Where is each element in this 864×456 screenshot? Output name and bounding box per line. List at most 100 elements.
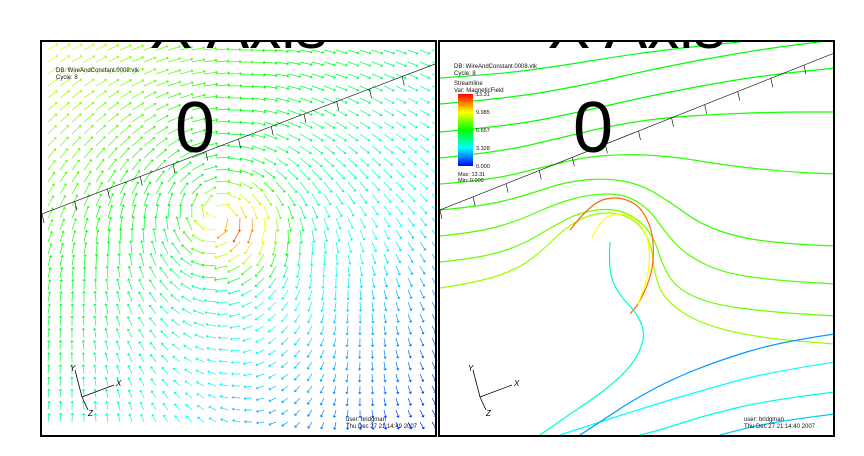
vector-glyph	[419, 85, 431, 92]
vector-glyph	[407, 193, 416, 203]
vector-glyph	[294, 349, 301, 358]
vector-glyph	[215, 202, 231, 207]
vector-glyph	[104, 352, 109, 363]
vector-glyph	[357, 361, 362, 371]
streamline	[440, 178, 833, 247]
vector-glyph	[294, 409, 301, 416]
vector-glyph	[83, 136, 94, 147]
vector-plot-viewport[interactable]: X Axis 0 DB: WireAndConstant.0008.vtk Cy…	[40, 40, 437, 437]
vector-glyph	[419, 373, 425, 383]
vector-glyph	[119, 215, 124, 231]
x-axis-tick	[336, 101, 340, 111]
vector-glyph	[323, 61, 336, 67]
vector-glyph	[218, 359, 229, 364]
vector-glyph	[131, 56, 145, 63]
vector-glyph	[167, 115, 181, 123]
vector-glyph	[383, 157, 393, 166]
vector-glyph	[119, 136, 131, 147]
vector-glyph	[395, 373, 400, 383]
vector-glyph	[323, 157, 335, 167]
vector-glyph	[239, 157, 254, 163]
vector-glyph	[95, 229, 100, 243]
vector-glyph	[294, 289, 301, 301]
vector-glyph	[95, 101, 107, 111]
vector-glyph	[419, 361, 425, 371]
vector-glyph	[70, 352, 74, 363]
vector-glyph	[186, 415, 193, 423]
vector-glyph	[196, 393, 205, 399]
vector-glyph	[128, 252, 133, 267]
vector-glyph	[255, 361, 265, 367]
vector-glyph	[383, 349, 387, 359]
vector-glyph	[190, 260, 205, 267]
vector-glyph	[83, 159, 93, 171]
triad-y-label: Y	[70, 364, 76, 373]
vector-glyph	[167, 45, 181, 51]
vector-glyph	[138, 304, 145, 315]
vector-glyph	[47, 171, 56, 183]
vector-glyph	[319, 337, 325, 347]
vector-glyph	[395, 409, 400, 418]
vector-glyph	[83, 241, 88, 255]
vector-glyph	[181, 295, 193, 303]
vector-glyph	[131, 102, 145, 111]
axis-triad	[74, 369, 115, 411]
vector-glyph	[179, 127, 194, 135]
vector-glyph	[275, 193, 284, 207]
vector-glyph	[217, 335, 229, 340]
vector-glyph	[256, 421, 265, 425]
vector-glyph	[203, 94, 219, 99]
vector-glyph	[359, 157, 370, 167]
vector-glyph	[345, 397, 349, 407]
vector-glyph	[359, 265, 364, 277]
vector-glyph	[59, 254, 64, 267]
vector-glyph	[407, 133, 418, 141]
vector-glyph	[347, 157, 358, 167]
streamline	[440, 193, 833, 285]
vector-glyph	[395, 157, 405, 166]
vector-glyph	[371, 301, 375, 312]
vector-glyph	[395, 289, 401, 300]
vector-glyph	[151, 414, 157, 423]
vector-glyph	[47, 303, 51, 315]
vector-glyph	[47, 352, 51, 363]
vector-glyph	[70, 290, 75, 303]
vector-glyph	[407, 373, 412, 383]
vector-glyph	[281, 289, 289, 300]
vector-glyph	[182, 320, 193, 327]
vector-glyph	[191, 193, 199, 207]
vector-glyph	[347, 73, 360, 80]
vector-glyph	[71, 66, 83, 75]
vector-glyph	[275, 109, 290, 116]
vector-glyph	[239, 121, 255, 126]
vector-glyph	[239, 205, 248, 219]
vector-glyph	[143, 148, 155, 159]
vector-glyph	[359, 97, 371, 105]
vector-glyph	[215, 289, 229, 293]
vector-glyph	[383, 253, 389, 264]
vector-glyph	[107, 78, 120, 87]
vector-glyph	[323, 133, 336, 142]
vector-glyph	[179, 182, 189, 195]
vector-glyph	[215, 167, 231, 172]
streamline	[579, 333, 833, 435]
vector-glyph	[237, 217, 242, 233]
vector-glyph	[149, 292, 157, 303]
vector-glyph	[383, 217, 391, 228]
vector-glyph	[299, 193, 308, 207]
vector-glyph	[431, 361, 435, 370]
streamline-plot-viewport[interactable]: X Axis 0 DB: WireAndConstant.0008.vtk Cy…	[438, 40, 835, 437]
vector-glyph	[71, 194, 79, 207]
vector-glyph	[243, 373, 253, 377]
vector-glyph	[306, 373, 313, 382]
vector-glyph	[307, 313, 313, 324]
vector-glyph	[321, 277, 325, 290]
vector-glyph	[383, 85, 395, 92]
vector-glyph	[161, 241, 169, 255]
vector-glyph	[70, 303, 74, 315]
vector-glyph	[47, 43, 59, 51]
vector-glyph	[83, 217, 89, 231]
vector-glyph	[287, 85, 302, 91]
vector-glyph	[323, 73, 336, 79]
vector-glyph	[93, 290, 97, 303]
